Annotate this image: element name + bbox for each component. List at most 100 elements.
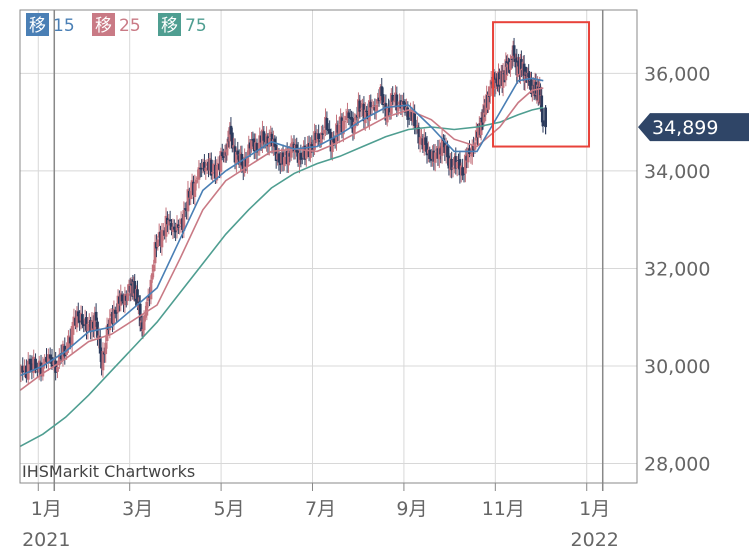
x-tick-label: 5月 — [214, 498, 245, 520]
current-price-tag: 34,899 — [638, 113, 749, 142]
candle-body — [428, 150, 432, 159]
candle-body — [204, 167, 208, 172]
candle-body — [203, 161, 206, 172]
candle-body — [28, 358, 32, 365]
candle-body — [21, 365, 25, 373]
candle-body — [164, 215, 168, 237]
candle-body — [82, 323, 86, 327]
candle-body — [68, 337, 72, 344]
candle-body — [59, 353, 63, 360]
grid — [20, 10, 637, 491]
candle-body — [222, 155, 226, 158]
x-tick-label: 9月 — [396, 498, 427, 520]
candle-body — [347, 112, 351, 118]
candle-body — [482, 104, 486, 123]
candle-body — [513, 53, 517, 60]
candle-body — [354, 117, 358, 121]
candle-body — [75, 310, 79, 328]
candle-body — [255, 143, 259, 153]
candle-body — [211, 171, 215, 174]
candle-body — [420, 136, 423, 138]
candle-body — [133, 281, 137, 294]
candle-body — [182, 210, 186, 231]
candle-body — [537, 88, 541, 102]
candle-body — [105, 325, 109, 341]
candle-body — [48, 354, 52, 359]
candle-body — [136, 289, 139, 306]
candle-body — [396, 105, 400, 112]
candle-body — [41, 364, 45, 377]
candle-body — [544, 107, 547, 128]
candle-body — [108, 317, 112, 331]
y-tick-label: 30,000 — [644, 356, 710, 378]
x-tick-label: 7月 — [305, 498, 336, 520]
candle-body — [477, 127, 480, 138]
candle-body — [45, 356, 48, 362]
overlays — [492, 21, 591, 148]
candle-body — [26, 360, 30, 380]
candle-body — [320, 132, 323, 144]
candle-body — [235, 151, 238, 165]
candle-body — [391, 94, 395, 102]
candle-body — [462, 173, 466, 175]
candle-body — [507, 61, 510, 65]
candle-body — [498, 79, 502, 85]
candle-body — [120, 294, 124, 302]
legend-badge-text: 移 — [161, 16, 178, 36]
candle-body — [369, 101, 373, 108]
y-tick-label: 36,000 — [644, 63, 710, 85]
x-tick-label: 11月 — [482, 498, 525, 520]
candle-body — [407, 118, 411, 120]
candle-body — [541, 120, 545, 127]
x-tick-year-label: 2021 — [22, 529, 70, 551]
candle-body — [365, 110, 369, 113]
candle-body — [23, 365, 26, 371]
candle-body — [136, 303, 140, 308]
candle-body — [197, 167, 201, 180]
candle-body — [341, 120, 345, 135]
moving-average-lines — [19, 77, 544, 448]
candle-body — [146, 296, 150, 301]
candle-body — [380, 86, 384, 97]
candle-body — [200, 167, 204, 170]
candle-body — [530, 89, 534, 93]
candle-body — [363, 109, 367, 124]
candle-body — [229, 125, 233, 135]
candle-body — [501, 71, 505, 88]
candle-body — [80, 314, 84, 325]
candle-body — [535, 93, 539, 96]
candle-body — [126, 293, 130, 301]
candle-body — [381, 94, 385, 106]
candle-body — [516, 62, 520, 77]
candle-body — [413, 111, 417, 126]
candle-body — [72, 316, 76, 327]
candle-body — [24, 365, 28, 379]
candle-body — [57, 354, 61, 366]
y-tick-label: 34,000 — [644, 161, 710, 183]
candle-body — [160, 229, 164, 248]
candle-body — [313, 131, 316, 150]
candle-body — [488, 86, 492, 97]
candle-body — [93, 312, 97, 331]
candle-body — [470, 144, 474, 157]
candle-body — [193, 183, 197, 198]
candle-body — [370, 107, 374, 109]
candle-body — [30, 363, 34, 372]
candle-body — [440, 138, 444, 156]
candle-body — [194, 179, 198, 184]
candle-body — [538, 85, 542, 89]
candle-body — [330, 140, 334, 152]
candle-body — [484, 102, 488, 115]
candle-body — [50, 357, 54, 367]
candle-body — [424, 137, 428, 145]
candle-body — [425, 143, 429, 156]
candle-body — [299, 152, 303, 160]
candle-body — [43, 358, 47, 365]
highlight-box — [492, 21, 591, 148]
candle-body — [226, 138, 230, 148]
candle-body — [540, 108, 544, 123]
candle-body — [156, 239, 160, 247]
candle-body — [215, 165, 219, 181]
current-price-tag-bg — [638, 113, 749, 142]
